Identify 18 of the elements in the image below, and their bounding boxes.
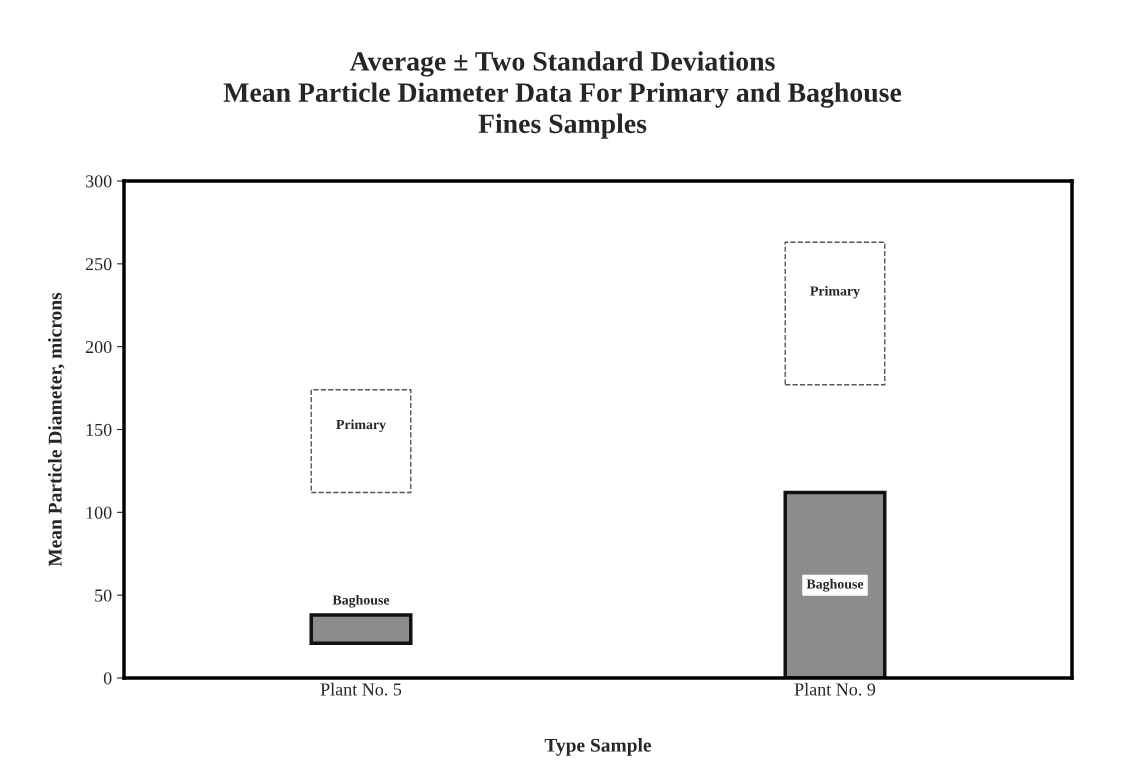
x-tick-label: Plant No. 9 [794, 682, 876, 696]
chart-title: Average ± Two Standard Deviations Mean Particle Diameter Data For Primary and Baghouse Fines Samples [223, 51, 902, 139]
x-tick-label: Plant No. 5 [320, 682, 402, 696]
y-axis-title: Mean Particle Diameter, microns [48, 292, 65, 567]
y-tick-label: 250 [85, 258, 112, 271]
y-tick-label: 50 [95, 589, 112, 602]
bar [310, 389, 412, 494]
y-tick-label: 300 [85, 175, 112, 188]
y-tick-label: 200 [85, 340, 112, 354]
y-tick-label: 100 [86, 506, 112, 519]
text: Primary [810, 285, 860, 299]
series-label: Primary [336, 419, 386, 433]
bar [784, 241, 886, 386]
text: Baghouse [806, 578, 864, 592]
series-label: Baghouse [332, 594, 390, 608]
x-axis-title: Type Sample [544, 738, 652, 756]
y-tick-label: 150 [86, 423, 112, 436]
y-tick-label: 0 [103, 672, 112, 685]
